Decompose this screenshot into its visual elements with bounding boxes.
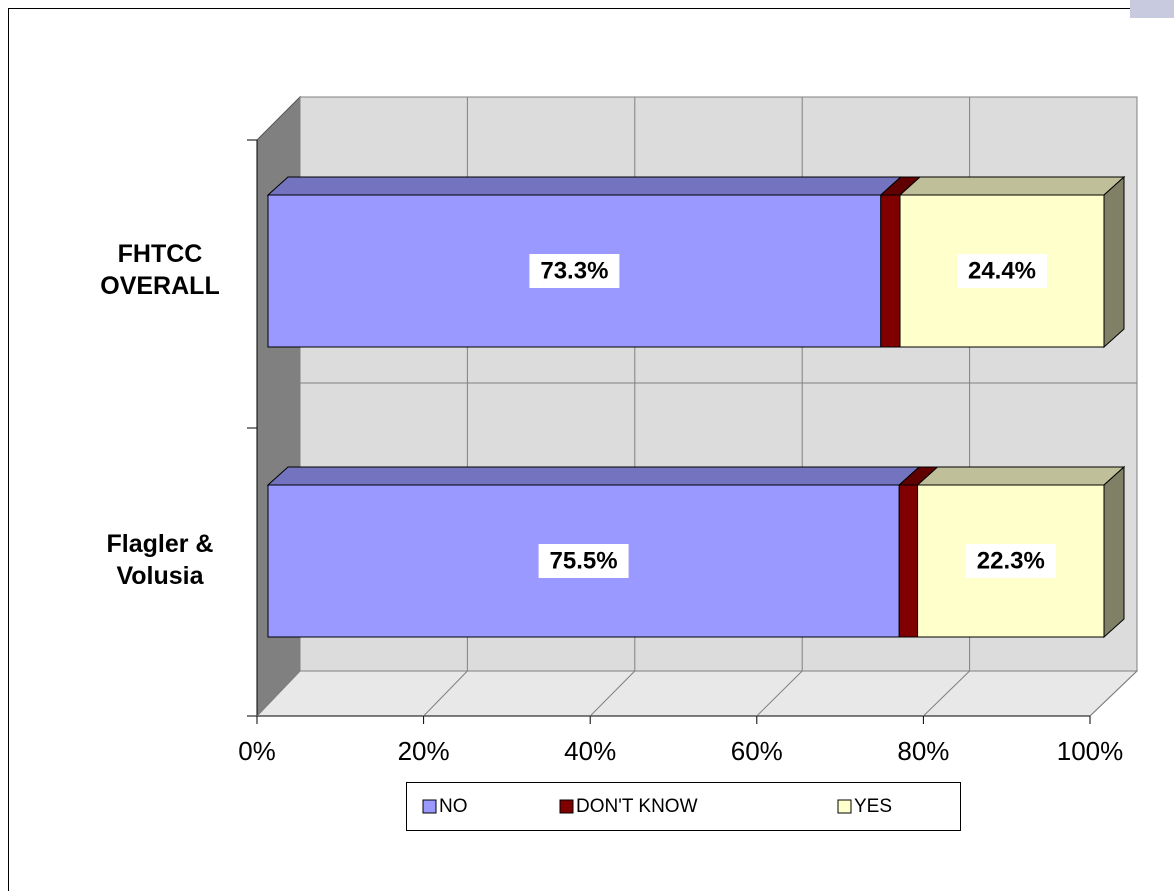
floor-grid-line	[1089, 670, 1138, 717]
value-label: 22.3%	[977, 547, 1045, 574]
floor-grid-line	[256, 670, 301, 717]
bar-top	[266, 176, 903, 196]
floor-grid-line	[923, 670, 970, 717]
value-label-bg	[529, 254, 620, 288]
value-label: 75.5%	[550, 547, 618, 574]
legend-swatch	[422, 799, 437, 814]
value-label-bg	[538, 544, 629, 578]
category-label: FHTCC OVERALL	[100, 240, 219, 300]
value-label: 73.3%	[540, 257, 608, 284]
bar-top	[266, 466, 921, 486]
legend-label: YES	[854, 796, 892, 817]
bar	[898, 484, 919, 638]
bar-side	[1103, 175, 1125, 349]
x-tick-label: 40%	[564, 736, 616, 766]
value-label-bg	[957, 254, 1048, 288]
x-tick-label: 20%	[398, 736, 450, 766]
bar	[880, 194, 901, 348]
bar-top	[916, 466, 1126, 486]
category-label: Flagler & Volusia	[107, 530, 214, 590]
floor-grid-line	[423, 670, 468, 717]
floor-grid-line	[756, 670, 803, 717]
legend-label: NO	[439, 796, 468, 817]
x-tick-label: 80%	[897, 736, 949, 766]
legend-label: DON'T KNOW	[576, 796, 698, 817]
value-label: 24.4%	[968, 257, 1036, 284]
value-label-bg	[965, 544, 1056, 578]
x-tick-label: 100%	[1057, 736, 1124, 766]
bar-side	[1103, 465, 1125, 639]
x-tick-label: 60%	[731, 736, 783, 766]
floor	[255, 670, 1139, 717]
legend	[406, 782, 961, 831]
bar	[267, 484, 900, 638]
bar-top	[898, 176, 1126, 196]
corner-tab	[1130, 0, 1174, 18]
x-tick-label: 0%	[238, 736, 276, 766]
legend-swatch	[559, 799, 574, 814]
floor-grid-line	[589, 670, 636, 717]
legend-swatch	[837, 799, 852, 814]
